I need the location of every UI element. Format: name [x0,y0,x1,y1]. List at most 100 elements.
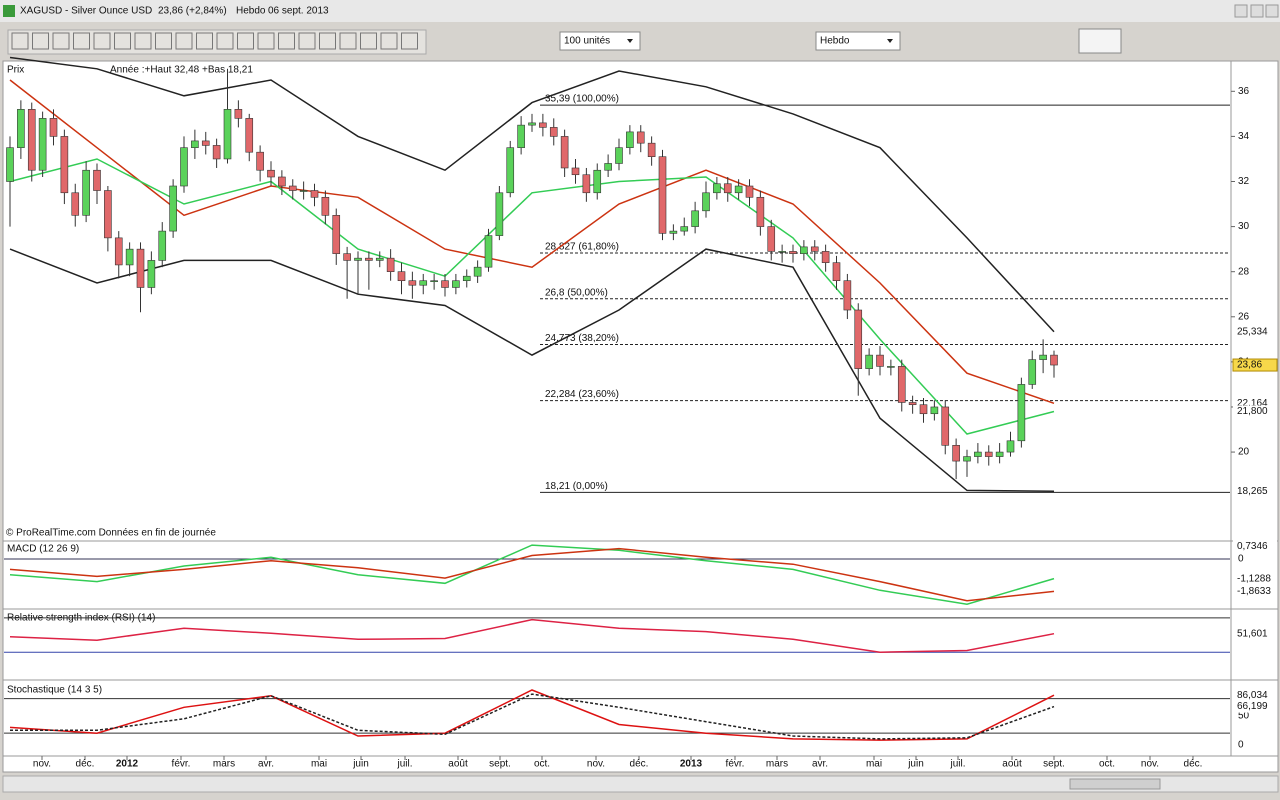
y-tick-label: 32 [1238,176,1250,187]
candle-body [299,190,308,192]
tool-button[interactable] [93,32,111,50]
candle-body [887,366,895,368]
value-tag-label: -1,8633 [1237,586,1271,597]
value-tag [1233,485,1277,498]
x-tick-label: sept. [1043,759,1065,770]
tool-button[interactable] [380,32,398,50]
fib-label: 18,21 (0,00%) [545,481,608,492]
candle-body [517,124,525,148]
candle-body [462,275,471,282]
candle-body [984,451,993,457]
tool-button[interactable] [237,32,254,50]
candle-body [473,266,482,277]
tool-button[interactable] [216,32,234,50]
chart-style-button[interactable] [1078,28,1122,54]
candle-body [419,280,428,286]
candle-body [104,190,112,239]
x-tick-label: nov. [33,759,51,770]
time-axis [2,755,1279,773]
candle-body [647,142,656,157]
period-value: Hebdo [820,36,850,47]
tool-button[interactable] [257,32,275,50]
tool-button[interactable] [73,32,90,50]
scroll-thumb[interactable] [1069,778,1161,790]
candle-body [267,169,275,178]
x-tick-label: mars [766,759,788,770]
fib-label: 35,39 (100,00%) [545,94,619,105]
tool-button[interactable] [32,32,49,50]
tool-button[interactable] [155,32,172,50]
candle-body [919,404,928,415]
x-tick-label: mai [866,759,882,770]
value-tag [1233,405,1277,418]
candle-body [582,174,591,194]
candle-body [60,136,69,194]
x-tick-label: avr. [258,759,274,770]
candle-body [180,147,188,187]
candle-body [876,354,884,367]
x-tick-label: mars [213,759,235,770]
candle-body [386,257,395,272]
x-tick-label: déc. [76,759,95,770]
title-bar [0,0,1280,22]
value-tag [1233,627,1277,640]
candle-body [560,136,569,169]
maximize[interactable] [1250,4,1264,18]
candle-body [125,248,134,266]
x-tick-label: déc. [1184,759,1203,770]
y-tick-label: 20 [1238,447,1250,458]
candle-body [626,131,634,148]
symbol: XAGUSD - Silver Ounce USD [20,6,152,17]
candle-body [756,196,765,227]
fib-label: 28,827 (61,80%) [545,242,619,253]
candle-body [441,280,449,288]
tool-button[interactable] [319,32,336,50]
value-tag-label: -1,1288 [1237,573,1271,584]
candle-body [930,406,939,415]
tool-button[interactable] [114,32,131,50]
candle-body [82,169,90,216]
tool-button[interactable] [298,32,316,50]
tool-button[interactable] [11,32,29,50]
candle-body [941,406,950,446]
tool-button[interactable] [134,32,152,50]
x-tick-label: avr. [812,759,828,770]
value-tag-label: 0,7346 [1237,541,1268,552]
indicator-line [9,618,1055,653]
x-tick-label: août [448,759,468,770]
x-tick-label: févr. [726,759,745,770]
panel-label: Prix [7,65,24,76]
candle-body [995,451,1004,457]
candle-body [278,176,286,187]
x-tick-label: juil. [396,759,412,770]
candle-body [354,257,362,261]
tool-button[interactable] [278,32,295,50]
tool-button[interactable] [339,32,357,50]
minimize[interactable] [1234,4,1248,18]
candle-body [549,127,558,137]
x-tick-label: 2013 [680,759,703,770]
candle-body [256,151,264,171]
fib-label: 24,773 (38,20%) [545,333,619,344]
tool-button[interactable] [196,32,213,50]
candle-body [952,445,960,462]
y-tick-label: 34 [1238,131,1250,142]
scrollbar[interactable] [2,775,1279,793]
close[interactable] [1265,4,1279,18]
panel-label: Stochastique (14 3 5) [7,685,102,696]
candle-body [636,131,645,144]
window-buttons [1234,4,1279,18]
units-select[interactable] [559,31,641,51]
candle-body [234,109,243,119]
period-select[interactable] [815,31,901,51]
tool-button[interactable] [360,32,377,50]
tool-button[interactable] [52,32,70,50]
value-tag [1233,689,1277,702]
tool-button[interactable] [175,32,193,50]
candle-body [800,246,808,254]
candle-body [495,192,504,236]
tool-button[interactable] [401,32,418,50]
x-tick-label: mai [311,759,327,770]
candle-body [212,145,221,160]
